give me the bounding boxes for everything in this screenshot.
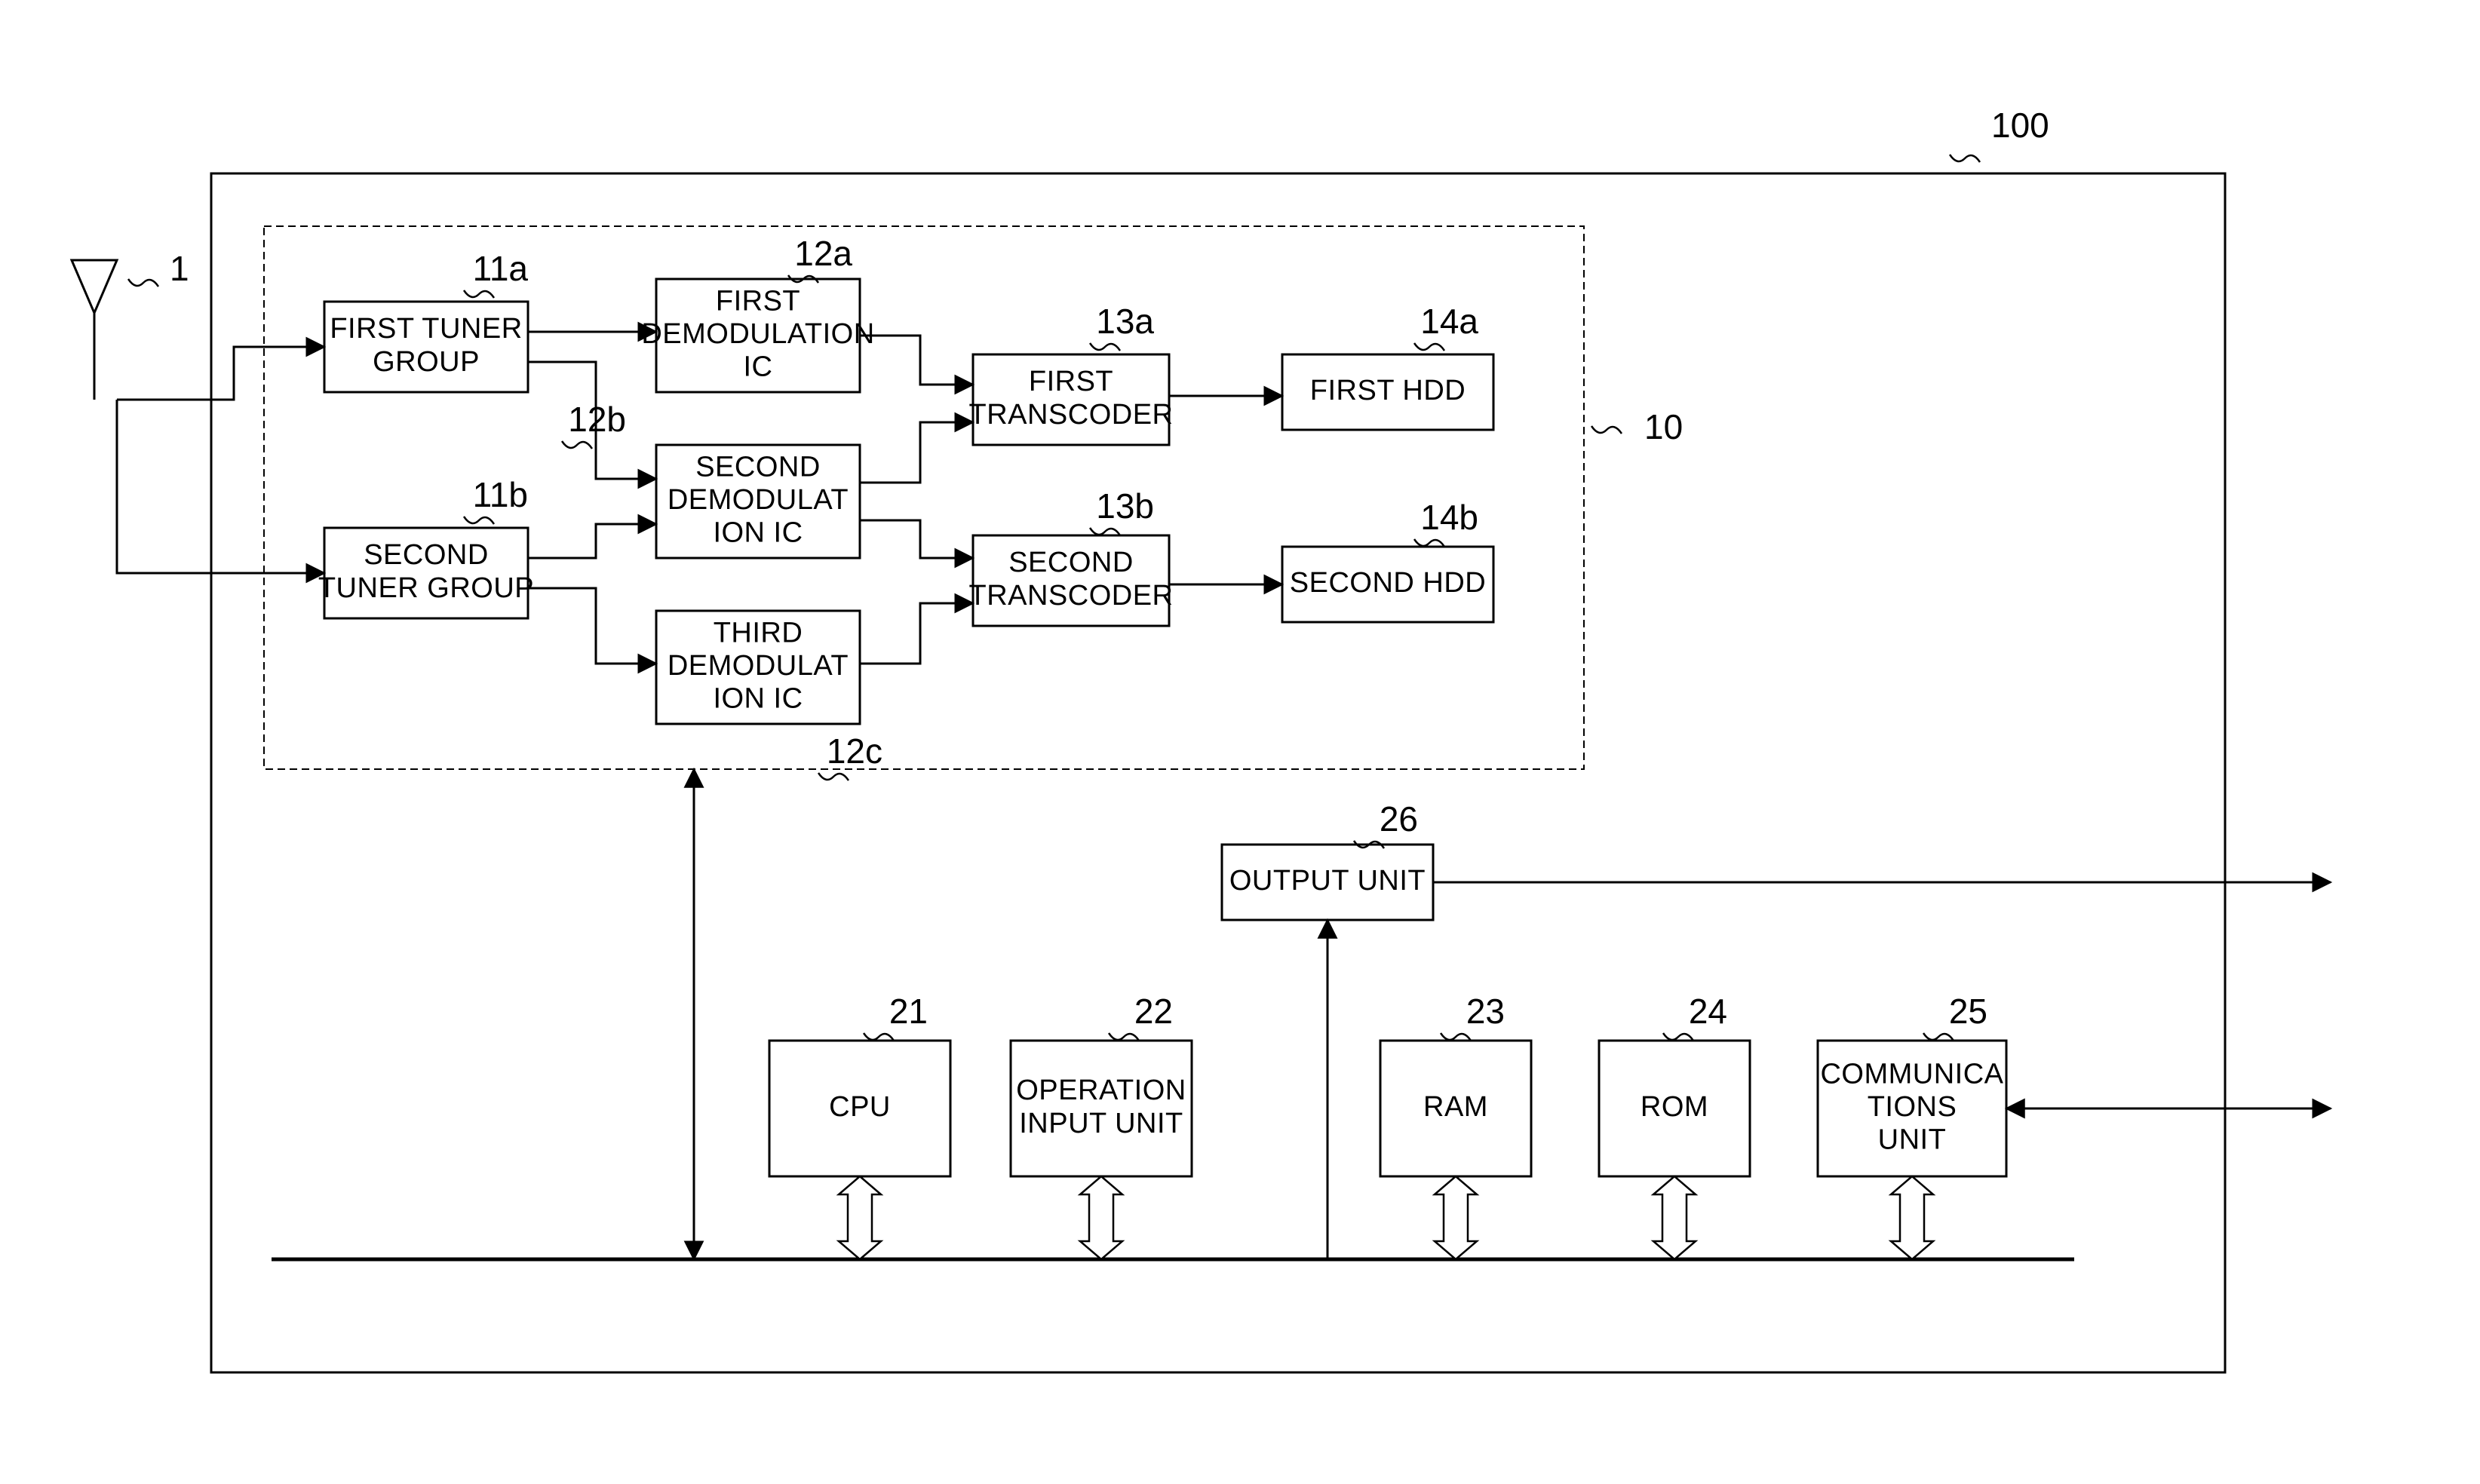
comm-label: UNIT [1878, 1124, 1947, 1156]
demod2-label: ION IC [713, 517, 803, 549]
trans2-label: TRANSCODER [968, 580, 1173, 612]
tuner1-label: FIRST TUNER [330, 313, 522, 345]
svg-text:21: 21 [889, 992, 928, 1031]
svg-text:1: 1 [170, 249, 189, 288]
svg-text:14b: 14b [1420, 498, 1478, 537]
tuner2-label: TUNER GROUP [318, 572, 534, 604]
svg-text:24: 24 [1689, 992, 1727, 1031]
trans2-label: SECOND [1008, 547, 1134, 578]
svg-text:100: 100 [1991, 106, 2049, 145]
demod3-label: ION IC [713, 683, 803, 715]
opinput-label: OPERATION [1016, 1075, 1186, 1106]
edge-9 [860, 603, 973, 664]
bus-connector [1435, 1176, 1477, 1259]
edge-1 [117, 347, 324, 400]
edge-0 [117, 400, 324, 573]
svg-text:11b: 11b [473, 475, 528, 514]
edge-6 [860, 336, 973, 385]
hdd1-label: FIRST HDD [1310, 375, 1466, 406]
svg-text:12b: 12b [568, 400, 626, 439]
output-label: OUTPUT UNIT [1229, 865, 1426, 897]
tuner2-label: SECOND [364, 539, 489, 571]
demod1-label: FIRST [716, 285, 800, 317]
ram-label: RAM [1423, 1091, 1488, 1123]
bus-connector [1080, 1176, 1122, 1259]
edge-4 [528, 524, 656, 558]
edge-7 [860, 422, 973, 483]
svg-text:25: 25 [1949, 992, 1987, 1031]
demod3-label: DEMODULAT [668, 650, 849, 682]
demod2-label: DEMODULAT [668, 484, 849, 516]
edge-8 [860, 520, 973, 558]
demod1-label: DEMODULATION [641, 318, 874, 350]
svg-text:13b: 13b [1096, 486, 1154, 526]
svg-text:11a: 11a [473, 249, 529, 288]
demod1-label: IC [744, 351, 773, 383]
opinput-label: INPUT UNIT [1019, 1108, 1183, 1139]
comm-label: TIONS [1868, 1091, 1957, 1123]
comm-label: COMMUNICA [1820, 1058, 2003, 1090]
demod2-label: SECOND [695, 451, 821, 483]
svg-text:23: 23 [1466, 992, 1505, 1031]
svg-text:22: 22 [1134, 992, 1173, 1031]
block-diagram: 100101FIRST TUNERGROUP11aSECONDTUNER GRO… [0, 0, 2480, 1484]
bus-connector [839, 1176, 881, 1259]
bus-connector [1653, 1176, 1696, 1259]
svg-text:12a: 12a [794, 234, 852, 273]
antenna-icon [72, 260, 117, 400]
cpu-label: CPU [829, 1091, 891, 1123]
hdd2-label: SECOND HDD [1290, 567, 1486, 599]
svg-text:12c: 12c [827, 731, 882, 771]
svg-text:26: 26 [1380, 799, 1418, 839]
trans1-label: TRANSCODER [968, 399, 1173, 431]
rom-label: ROM [1641, 1091, 1708, 1123]
bus-connector [1891, 1176, 1933, 1259]
tuner1-label: GROUP [373, 346, 480, 378]
svg-text:14a: 14a [1420, 302, 1478, 341]
svg-text:10: 10 [1644, 407, 1683, 446]
demod3-label: THIRD [714, 617, 803, 648]
edge-5 [528, 588, 656, 664]
trans1-label: FIRST [1029, 366, 1113, 397]
svg-text:13a: 13a [1096, 302, 1154, 341]
